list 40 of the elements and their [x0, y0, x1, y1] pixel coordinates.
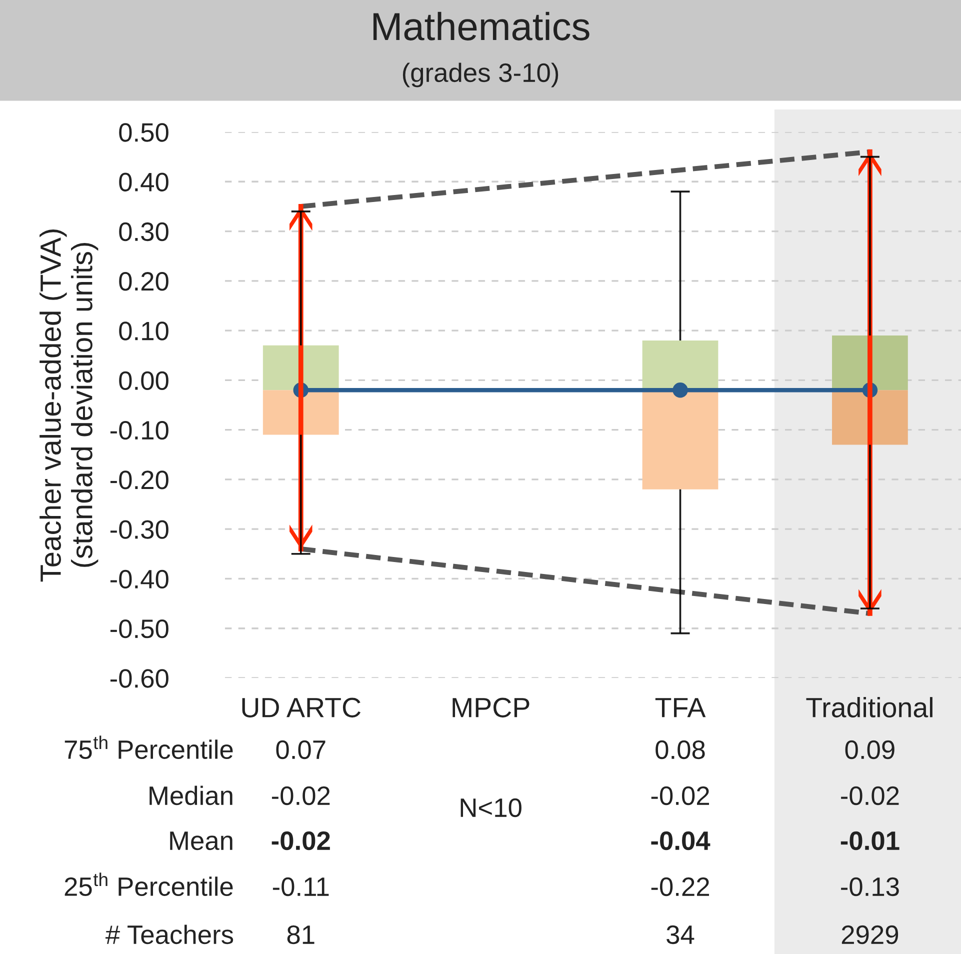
y-tick-label: 0.10 [119, 322, 168, 340]
x-tick-label: TFA [655, 698, 706, 718]
y-tick-label: -0.50 [110, 620, 168, 638]
text: -0.01 [840, 831, 900, 850]
text: -0.22 [651, 877, 710, 896]
text: 81 [287, 925, 314, 944]
text: -0.02 [841, 786, 899, 806]
text: Median [150, 786, 232, 806]
y-tick-label: 0.40 [119, 172, 168, 192]
text: 75$^{th}$ Percentile [64, 736, 233, 760]
text: -0.11 [272, 877, 329, 896]
y-tick-label: -0.10 [110, 420, 168, 440]
y-tick-label: 0.00 [119, 371, 168, 390]
y-axis-title: Teacher value-added (TVA) (standard deviation units) [40, 230, 98, 582]
x-tick-label: MPCP [452, 698, 530, 718]
x-tick-label: UD ARTC [242, 698, 361, 718]
chart-subtitle: (grades 3-10) [402, 62, 558, 88]
text: 0.07 [276, 740, 326, 760]
y-tick-label: -0.60 [110, 669, 168, 688]
text: -0.04 [651, 831, 710, 850]
text: 34 [666, 925, 694, 944]
y-tick-label: -0.20 [110, 470, 168, 490]
y-tick-label: 0.50 [119, 123, 168, 142]
text: -0.02 [272, 831, 330, 850]
text: N<10 [460, 798, 522, 818]
y-tick-label: -0.30 [110, 520, 168, 539]
text: # Teachers [106, 924, 234, 944]
chart-title: Mathematics [373, 12, 590, 40]
text: 0.09 [845, 740, 894, 760]
y-tick-label: 0.20 [119, 272, 168, 291]
text: -0.02 [651, 786, 710, 806]
text: Mean [170, 832, 232, 850]
text: 2929 [842, 925, 898, 944]
text: 0.08 [656, 740, 705, 760]
text: -0.13 [841, 877, 899, 896]
y-tick-label: -0.40 [110, 570, 168, 589]
y-tick-label: 0.30 [119, 222, 168, 242]
x-tick-label: Traditional [806, 697, 932, 718]
text: 25$^{th}$ Percentile [64, 872, 233, 896]
text: -0.02 [272, 786, 330, 806]
